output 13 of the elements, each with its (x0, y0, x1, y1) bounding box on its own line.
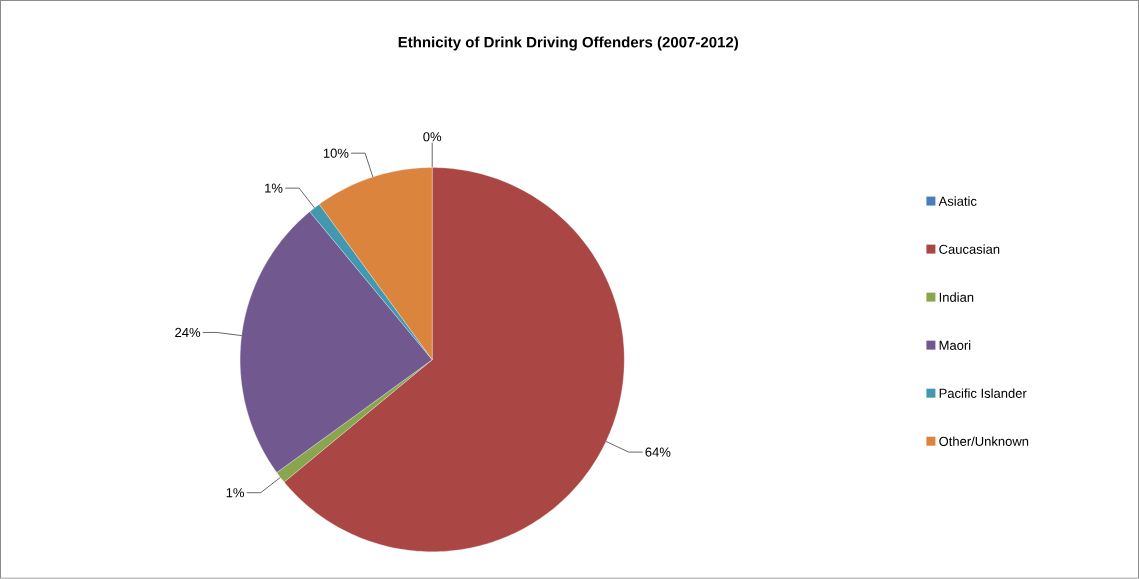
data-label: 64% (645, 447, 671, 457)
legend-label: Asiatic (938, 196, 977, 206)
legend-label: Maori (939, 340, 971, 351)
legend-label: Caucasian (939, 244, 1000, 254)
legend-label: Indian (939, 292, 974, 303)
legend-label: Pacific Islander (939, 388, 1027, 399)
chart-title: Ethnicity of Drink Driving Offenders (2007-2012) (398, 36, 739, 51)
data-label: 1% (265, 183, 283, 193)
legend-label: Other/Unknown (939, 436, 1029, 447)
data-label: 10% (323, 148, 349, 158)
data-label: 1% (226, 488, 244, 498)
data-label: 24% (175, 327, 201, 338)
text: 0% (423, 132, 442, 142)
